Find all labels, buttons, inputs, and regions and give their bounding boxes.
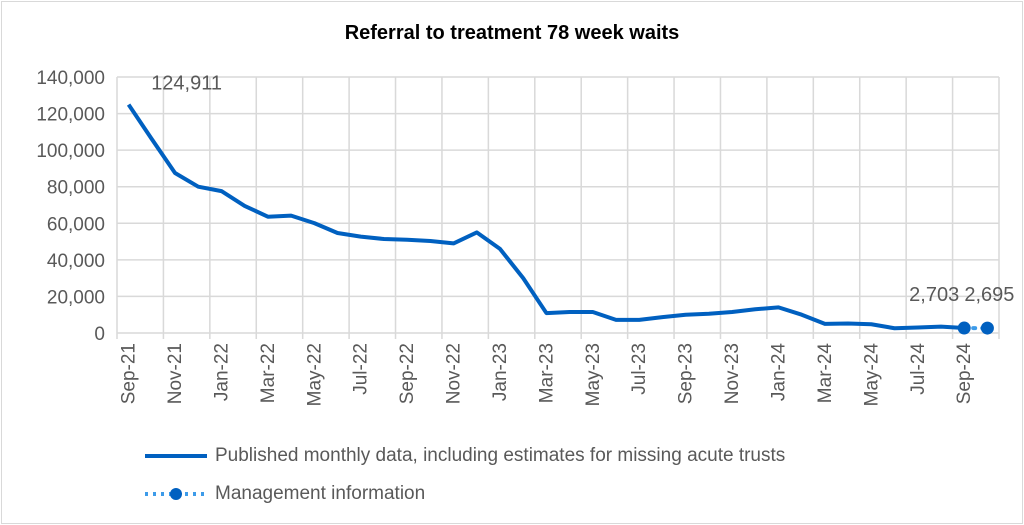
data-label: 2,695 (964, 284, 1014, 306)
x-tick-label: Nov-22 (444, 343, 465, 404)
x-tick-label: Nov-23 (722, 343, 743, 404)
x-tick-label: Jul-22 (351, 343, 372, 395)
x-tick-label: Jan-22 (211, 343, 232, 401)
x-tick-label: Mar-24 (815, 343, 836, 404)
x-tick-label: May-22 (304, 343, 325, 406)
y-tick-label: 20,000 (47, 287, 105, 308)
y-tick-label: 40,000 (47, 251, 105, 272)
y-tick-label: 140,000 (36, 68, 105, 89)
x-tick-label: Jan-23 (490, 343, 511, 401)
legend-solid-line-icon (145, 454, 207, 458)
legend-item-management: Management information (145, 483, 425, 505)
management-marker (980, 321, 994, 335)
legend-label-management: Management information (215, 483, 426, 504)
data-label: 2,703 (909, 284, 959, 306)
legend-label-published: Published monthly data, including estima… (215, 445, 786, 466)
x-tick-label: May-23 (583, 343, 604, 406)
x-tick-label: Jan-24 (769, 343, 790, 402)
management-marker (957, 321, 971, 335)
legend-item-published: Published monthly data, including estima… (145, 445, 785, 467)
x-tick-label: Mar-23 (536, 343, 557, 403)
x-tick-label: Jul-24 (908, 343, 929, 395)
y-tick-label: 80,000 (47, 178, 105, 199)
y-tick-label: 120,000 (36, 105, 105, 126)
y-tick-label: 100,000 (36, 141, 105, 162)
y-tick-label: 60,000 (47, 214, 105, 235)
legend-dotted-marker-icon (145, 488, 207, 500)
data-label: 124,911 (151, 73, 222, 95)
x-tick-label: Sep-24 (954, 343, 975, 405)
series-line-published (126, 103, 965, 331)
x-tick-label: Jul-23 (629, 343, 650, 395)
x-tick-label: May-24 (861, 343, 882, 407)
x-tick-label: Sep-21 (119, 343, 140, 404)
chart-title: Referral to treatment 78 week waits (344, 22, 680, 44)
x-tick-label: Sep-22 (397, 343, 418, 404)
x-tick-label: Sep-23 (676, 343, 697, 404)
y-tick-label: 0 (94, 324, 105, 345)
x-tick-label: Mar-22 (258, 343, 279, 403)
x-tick-label: Nov-21 (165, 343, 186, 404)
